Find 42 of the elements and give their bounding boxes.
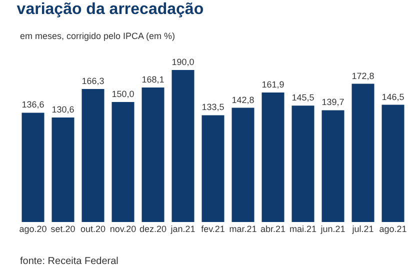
chart-title: variação da arrecadação: [16, 1, 204, 18]
source-note: fonte: Receita Federal: [20, 256, 118, 267]
x-tick-label: mai.21: [289, 224, 317, 234]
x-tick-label: jan.21: [170, 224, 196, 234]
x-tick-label: ago.20: [19, 224, 47, 234]
bar: [232, 108, 254, 222]
bar: [322, 110, 344, 222]
data-label: 172,8: [352, 70, 374, 81]
data-label: 133,5: [202, 102, 224, 112]
bar: [112, 102, 134, 222]
x-tick-label: jun.21: [320, 224, 346, 234]
data-label: 146,5: [382, 92, 404, 102]
x-tick-label: mar.21: [229, 224, 257, 234]
x-tick-label: out.20: [80, 224, 106, 234]
x-tick-label: ago.21: [379, 224, 407, 234]
x-tick-label: abr.21: [260, 224, 286, 234]
data-label: 150,0: [112, 89, 134, 100]
bar: [262, 92, 284, 222]
bar: [352, 84, 374, 222]
x-tick-label: nov.20: [110, 224, 136, 234]
bar: [292, 106, 314, 222]
data-label: 145,5: [292, 92, 314, 103]
data-label: 168,1: [142, 74, 164, 85]
x-tick-label: set.20: [50, 224, 76, 234]
data-label: 142,8: [232, 94, 254, 105]
bar: [142, 88, 164, 222]
bar: [52, 118, 74, 222]
x-tick-label: jul.21: [351, 224, 374, 234]
x-tick-label: dez.20: [139, 224, 167, 234]
data-label: 161,9: [262, 79, 284, 90]
chart-subtitle: em meses, corrigido pelo IPCA (em %): [20, 31, 176, 41]
bar: [382, 104, 404, 222]
data-label: 136,6: [22, 100, 44, 110]
data-label: 130,6: [52, 104, 74, 115]
bar: [172, 70, 194, 222]
bar: [22, 112, 44, 222]
data-label: 139,7: [322, 97, 344, 108]
x-tick-label: fev.21: [201, 224, 225, 234]
bar: [202, 115, 224, 222]
data-label: 166,3: [82, 76, 104, 86]
data-label: 190,0: [172, 57, 194, 68]
bar: [82, 88, 104, 222]
